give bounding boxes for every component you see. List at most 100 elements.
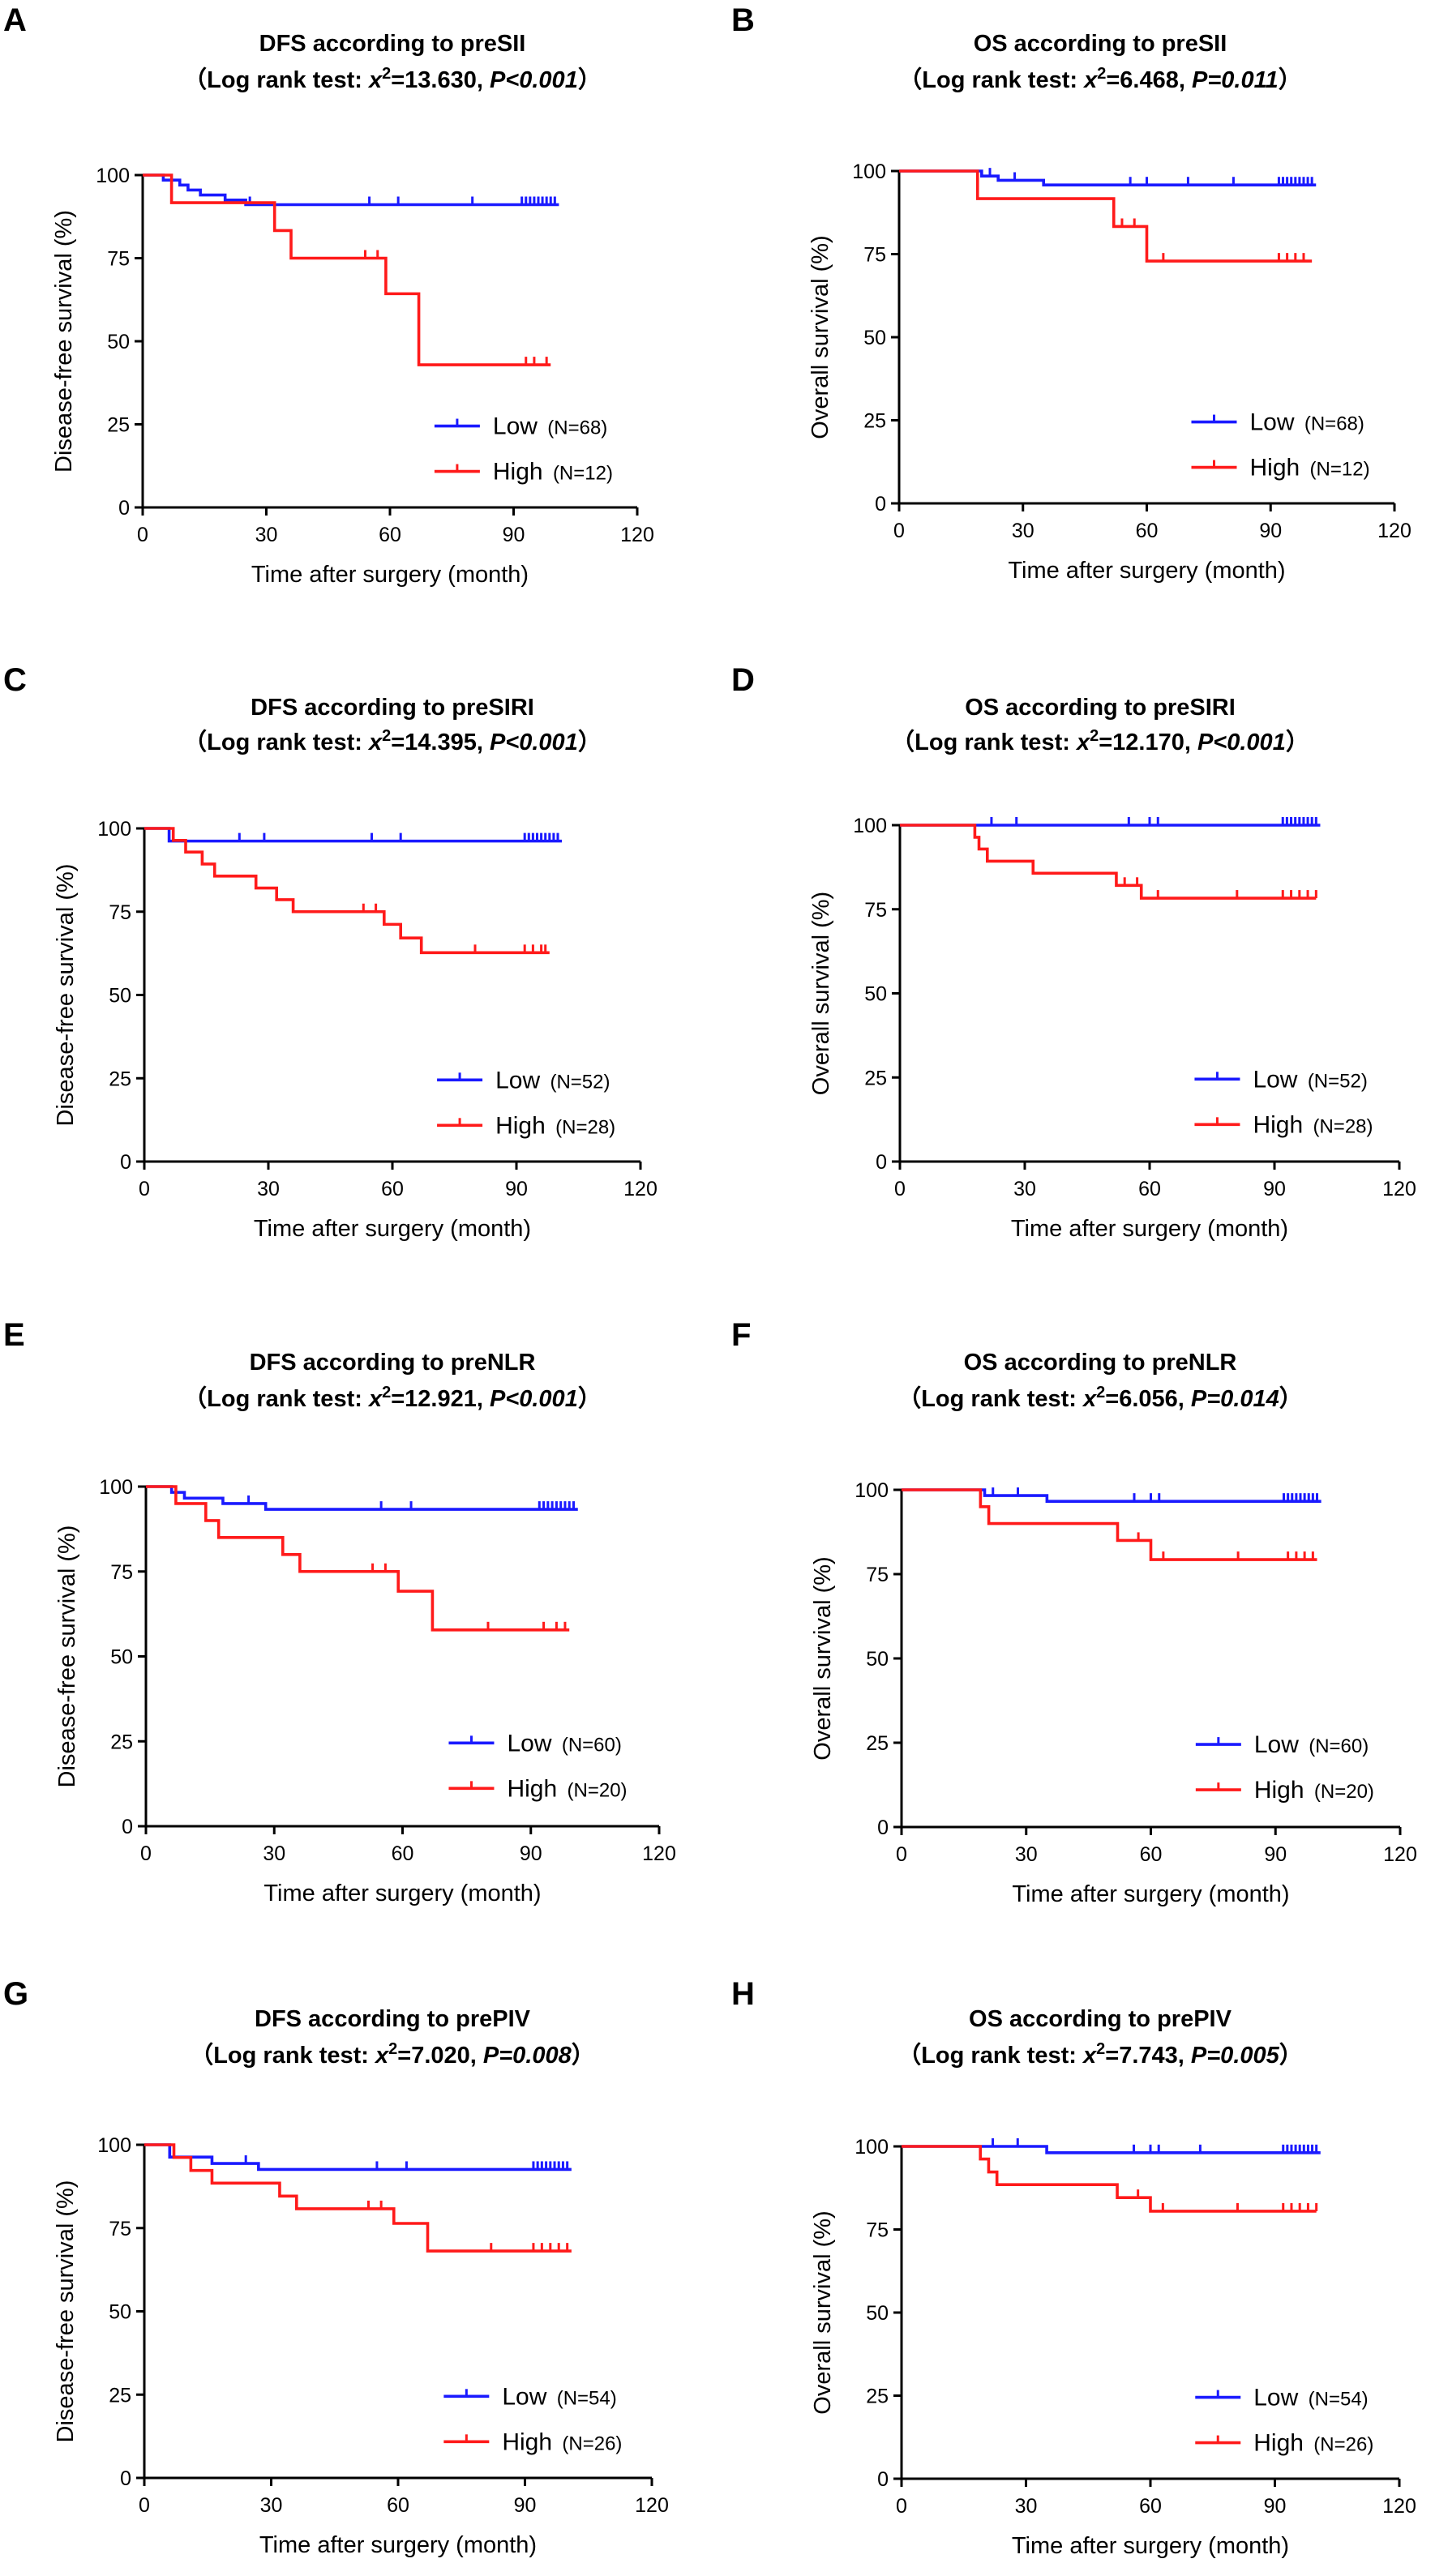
subtitle-p-value: P=0.005 xyxy=(1191,2043,1280,2069)
km-curve-low xyxy=(143,173,559,207)
legend-entry-low: Low (N=68) xyxy=(1249,409,1364,436)
legend-entry-low: Low (N=60) xyxy=(1254,1731,1369,1758)
panel-f: F OS according to preNLR （Log rank test: x… xyxy=(731,1317,1417,1907)
subtitle-stat-superscript: 2 xyxy=(1090,727,1099,745)
x-axis-title: Time after surgery (month) xyxy=(251,562,529,588)
y-tick-label: 0 xyxy=(877,1816,889,1839)
y-tick-label: 0 xyxy=(875,493,886,516)
subtitle-p-value: P=0.008 xyxy=(483,2043,572,2069)
legend-label-low: Low xyxy=(1253,2385,1304,2411)
chart-title: OS according to prePIV xyxy=(969,2006,1232,2032)
subtitle-stat-symbol: x xyxy=(1075,730,1091,755)
legend-label-low: Low xyxy=(507,1730,558,1757)
x-tick-label: 30 xyxy=(1012,520,1034,542)
panel-letter: G xyxy=(3,1976,28,2012)
x-tick-label: 90 xyxy=(505,1178,528,1200)
x-tick-label: 90 xyxy=(514,2494,537,2517)
panel-letter: D xyxy=(731,662,755,698)
legend-n-high: (N=28) xyxy=(555,1116,615,1138)
subtitle-stat-symbol: x xyxy=(1082,1386,1098,1412)
y-axis-title: Disease-free survival (%) xyxy=(53,864,79,1127)
chart-title: DFS according to prePIV xyxy=(255,2006,531,2032)
subtitle-stat-superscript: 2 xyxy=(388,2040,397,2058)
subtitle-stat-value: =6.056, xyxy=(1105,1386,1191,1412)
subtitle-stat-value: =7.020, xyxy=(397,2043,483,2069)
x-axis-title: Time after surgery (month) xyxy=(263,1881,541,1906)
chart-subtitle: （Log rank test: x2=7.020, P=0.008） xyxy=(190,2040,595,2069)
legend-n-high: (N=20) xyxy=(568,1779,628,1801)
y-tick-label: 75 xyxy=(109,2218,131,2240)
x-axis-title: Time after surgery (month) xyxy=(254,1216,531,1242)
subtitle-stat-value: =7.743, xyxy=(1105,2043,1191,2069)
x-tick-label: 0 xyxy=(139,2494,150,2517)
subtitle-prefix: （Log rank test: xyxy=(891,729,1077,755)
subtitle-suffix: ） xyxy=(578,66,602,93)
legend-n-low: (N=54) xyxy=(557,2387,617,2409)
x-tick-label: 30 xyxy=(1015,1843,1038,1866)
y-tick-label: 100 xyxy=(852,160,886,183)
chart-title: OS according to preSIRI xyxy=(965,695,1236,721)
panel-letter: F xyxy=(731,1317,751,1353)
y-axis-title: Overall survival (%) xyxy=(807,235,833,439)
subtitle-p-value: P=0.014 xyxy=(1191,1386,1279,1412)
y-tick-label: 0 xyxy=(120,2467,131,2490)
panel-letter: E xyxy=(3,1317,25,1353)
legend-n-low: (N=60) xyxy=(1309,1735,1369,1757)
legend-label-high: High xyxy=(1253,2430,1310,2457)
subtitle-suffix: ） xyxy=(1279,2042,1303,2069)
subtitle-prefix: （Log rank test: xyxy=(897,2042,1083,2069)
x-tick-label: 30 xyxy=(1013,1178,1036,1200)
y-axis-title: Overall survival (%) xyxy=(810,1556,836,1760)
legend-entry-high: High (N=26) xyxy=(1253,2430,1373,2457)
y-tick-label: 50 xyxy=(866,1648,889,1671)
subtitle-prefix: （Log rank test: xyxy=(183,729,369,755)
chart-subtitle: （Log rank test: x2=14.395, P<0.001） xyxy=(183,727,602,755)
y-axis-title: Disease-free survival (%) xyxy=(54,1525,80,1788)
x-tick-label: 60 xyxy=(387,2494,409,2517)
subtitle-p-value: P<0.001 xyxy=(490,67,578,93)
legend-entry-high: High (N=28) xyxy=(495,1112,615,1139)
y-tick-label: 100 xyxy=(97,818,131,841)
subtitle-stat-symbol: x xyxy=(1082,67,1099,93)
subtitle-suffix: ） xyxy=(1279,66,1302,93)
subtitle-prefix: （Log rank test: xyxy=(898,66,1084,93)
km-curve-high xyxy=(899,169,1313,263)
panel-letter: B xyxy=(731,2,755,38)
y-tick-label: 100 xyxy=(96,165,130,187)
km-curve-high xyxy=(143,173,551,366)
km-curve-low xyxy=(146,1485,578,1511)
km-curve-high xyxy=(902,1488,1317,1561)
panel-letter: C xyxy=(3,662,27,698)
x-tick-label: 120 xyxy=(642,1842,676,1865)
legend-label-high: High xyxy=(495,1112,552,1139)
y-tick-label: 50 xyxy=(109,2301,131,2324)
legend-entry-high: High (N=12) xyxy=(493,459,613,486)
subtitle-stat-symbol: x xyxy=(374,2043,390,2069)
legend-entry-low: Low (N=52) xyxy=(1253,1066,1367,1093)
y-tick-label: 100 xyxy=(97,2134,131,2157)
chart-subtitle: （Log rank test: x2=7.743, P=0.005） xyxy=(897,2040,1303,2069)
y-tick-label: 100 xyxy=(853,815,887,837)
chart-title: OS according to preSII xyxy=(974,31,1227,57)
subtitle-stat-value: =12.170, xyxy=(1099,730,1197,755)
subtitle-prefix: （Log rank test: xyxy=(183,1385,369,1412)
x-tick-label: 30 xyxy=(260,2494,283,2517)
y-tick-label: 100 xyxy=(99,1476,133,1499)
km-curve-low xyxy=(899,169,1317,187)
legend-n-low: (N=68) xyxy=(547,417,607,439)
subtitle-suffix: ） xyxy=(578,729,602,755)
x-tick-label: 0 xyxy=(139,1178,150,1200)
panel-g: G DFS according to prePIV （Log rank test: … xyxy=(3,1976,669,2558)
y-tick-label: 75 xyxy=(863,244,886,267)
subtitle-stat-symbol: x xyxy=(1082,2043,1098,2069)
legend-n-high: (N=12) xyxy=(553,463,613,485)
x-tick-label: 120 xyxy=(1382,1178,1416,1200)
subtitle-prefix: （Log rank test: xyxy=(183,66,369,93)
x-tick-label: 0 xyxy=(896,2495,907,2518)
chart-subtitle: （Log rank test: x2=12.170, P<0.001） xyxy=(891,727,1309,755)
subtitle-stat-superscript: 2 xyxy=(1096,2040,1105,2058)
x-tick-label: 60 xyxy=(1138,1178,1161,1200)
y-tick-label: 0 xyxy=(120,1151,131,1174)
x-tick-label: 0 xyxy=(896,1843,907,1866)
subtitle-prefix: （Log rank test: xyxy=(897,1385,1083,1412)
